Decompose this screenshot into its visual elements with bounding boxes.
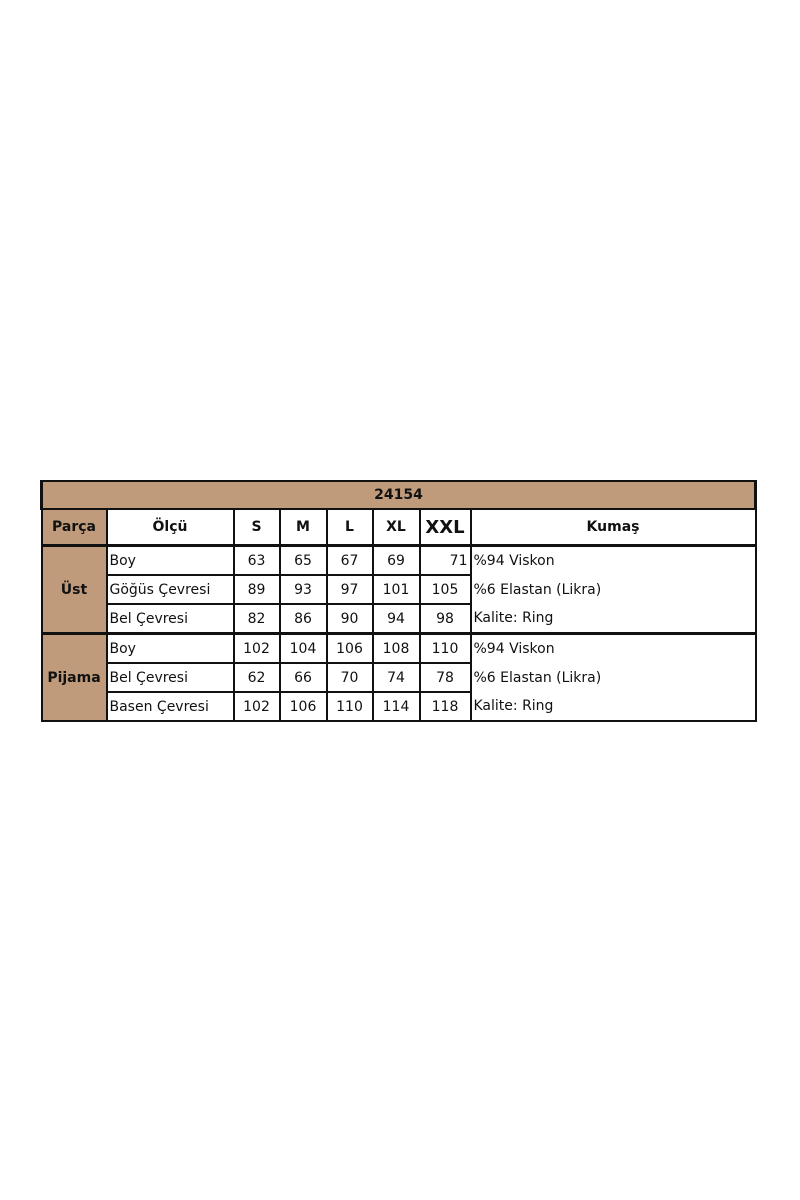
size-value: 102 bbox=[232, 632, 281, 664]
size-value: 78 bbox=[418, 662, 472, 693]
size-value: 94 bbox=[371, 603, 421, 635]
measure-label: Boy bbox=[105, 632, 235, 664]
size-value: 62 bbox=[232, 662, 281, 693]
size-value: 93 bbox=[278, 574, 328, 605]
header-kumas: Kumaş bbox=[469, 508, 757, 547]
fabric-info: %6 Elastan (Likra) bbox=[469, 575, 757, 604]
size-value: 67 bbox=[325, 544, 374, 576]
size-value: 86 bbox=[278, 603, 328, 635]
size-value: 63 bbox=[232, 544, 281, 576]
size-value: 110 bbox=[418, 632, 472, 664]
header-olcu: Ölçü bbox=[105, 508, 235, 547]
size-value: 71 bbox=[418, 544, 472, 576]
size-value: 97 bbox=[325, 574, 374, 605]
measure-label: Bel Çevresi bbox=[105, 662, 235, 693]
fabric-info: %6 Elastan (Likra) bbox=[469, 663, 757, 692]
size-chart-table: 24154 Parça Ölçü S M L XL XXL Kumaş Üst B… bbox=[40, 480, 757, 722]
size-value: 69 bbox=[371, 544, 421, 576]
measure-label: Göğüs Çevresi bbox=[105, 574, 235, 605]
header-row: Parça Ölçü S M L XL XXL Kumaş bbox=[40, 508, 757, 547]
size-value: 102 bbox=[232, 691, 281, 722]
measure-label: Boy bbox=[105, 544, 235, 576]
table-row: Göğüs Çevresi 89 93 97 101 105 %6 Elastan (Lik… bbox=[42, 574, 757, 605]
measure-label: Bel Çevresi bbox=[105, 603, 235, 635]
size-value: 90 bbox=[325, 603, 374, 635]
size-value: 101 bbox=[371, 574, 421, 605]
fabric-info: Kalite: Ring bbox=[469, 692, 757, 722]
fabric-info: Kalite: Ring bbox=[469, 604, 757, 634]
table-row: Basen Çevresi 102 106 110 114 118 Kalite: Ring bbox=[42, 691, 757, 722]
size-value: 110 bbox=[325, 691, 374, 722]
group-label: Üst bbox=[40, 544, 108, 635]
size-value: 89 bbox=[232, 574, 281, 605]
table-title: 24154 bbox=[40, 480, 757, 510]
size-value: 106 bbox=[325, 632, 374, 664]
size-value: 82 bbox=[232, 603, 281, 635]
group-label: Pijama bbox=[40, 632, 108, 722]
table-row: Üst Boy 63 65 67 69 71 %94 Viskon bbox=[40, 544, 757, 635]
size-value: 105 bbox=[418, 574, 472, 605]
fabric-info: %94 Viskon bbox=[469, 632, 757, 663]
measure-label: Basen Çevresi bbox=[105, 691, 235, 722]
header-parca: Parça bbox=[40, 508, 108, 547]
size-value: 98 bbox=[418, 603, 472, 635]
fabric-info: %94 Viskon bbox=[469, 544, 757, 575]
size-value: 104 bbox=[278, 632, 328, 664]
size-value: 106 bbox=[278, 691, 328, 722]
table-row: Pijama Boy 102 104 106 108 110 %94 Viskon bbox=[40, 632, 757, 722]
size-value: 70 bbox=[325, 662, 374, 693]
size-value: 66 bbox=[278, 662, 328, 693]
table-row: Bel Çevresi 82 86 90 94 98 Kalite: Ring bbox=[42, 603, 757, 635]
size-value: 108 bbox=[371, 632, 421, 664]
header-xxl: XXL bbox=[418, 508, 472, 547]
table-row: Bel Çevresi 62 66 70 74 78 %6 Elastan (Likra) bbox=[42, 662, 757, 693]
header-l: L bbox=[325, 508, 374, 547]
header-s: S bbox=[232, 508, 281, 547]
header-m: M bbox=[278, 508, 328, 547]
size-value: 114 bbox=[371, 691, 421, 722]
header-xl: XL bbox=[371, 508, 421, 547]
size-value: 65 bbox=[278, 544, 328, 576]
size-value: 74 bbox=[371, 662, 421, 693]
size-value: 118 bbox=[418, 691, 472, 722]
